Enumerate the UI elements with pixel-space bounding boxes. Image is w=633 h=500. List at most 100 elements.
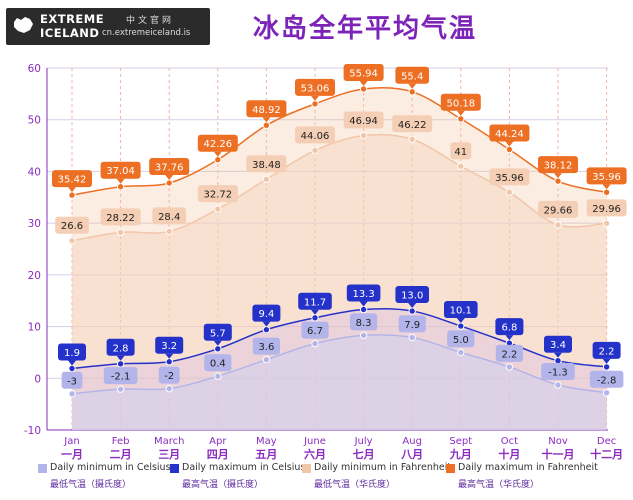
data-label-celsius-min-bg bbox=[301, 321, 329, 339]
legend-label: Daily minimum in Celsius bbox=[50, 462, 171, 473]
data-label-celsius-max-pointer bbox=[262, 321, 271, 327]
data-point bbox=[68, 390, 76, 398]
data-label-celsius-min: -2 bbox=[164, 371, 174, 382]
data-label-fahr-max-bg bbox=[197, 134, 238, 152]
data-label-fahr-max: 38.12 bbox=[544, 161, 573, 172]
data-label-fahr-max-pointer bbox=[456, 110, 465, 116]
data-label-fahr-min: 46.22 bbox=[398, 120, 427, 131]
x-tick-label-cn: 七月 bbox=[353, 447, 375, 461]
legend-label-cn: 最低气温（摄氏度） bbox=[50, 480, 132, 490]
data-label-celsius-min-bg bbox=[495, 344, 523, 362]
data-label-fahr-min: 29.66 bbox=[544, 205, 573, 216]
data-label-fahr-max: 44.24 bbox=[495, 129, 524, 140]
data-label-fahr-max-pointer bbox=[165, 175, 174, 181]
data-label-celsius-max-pointer bbox=[165, 353, 174, 359]
data-point bbox=[505, 145, 514, 154]
data-label-fahr-min: 32.72 bbox=[203, 190, 232, 201]
data-point bbox=[408, 307, 416, 315]
data-label-fahr-max-pointer bbox=[262, 117, 271, 123]
data-point bbox=[408, 333, 416, 342]
data-label-celsius-min: 7.9 bbox=[404, 320, 420, 331]
data-label-fahr-max: 48.92 bbox=[252, 105, 281, 116]
x-tick-label-cn: 十二月 bbox=[590, 447, 623, 461]
data-label-fahr-min-bg bbox=[450, 142, 472, 160]
data-label-fahr-max-bg bbox=[395, 66, 429, 84]
data-label-celsius-max-bg bbox=[495, 318, 524, 336]
y-tick-label: 0 bbox=[34, 373, 41, 385]
data-label-fahr-max-bg bbox=[440, 93, 481, 111]
legend-label-cn: 最低气温（华氏度） bbox=[314, 480, 396, 490]
y-tick-label: 10 bbox=[28, 322, 41, 334]
series-area bbox=[72, 334, 607, 430]
data-label-celsius-min: 6.7 bbox=[307, 326, 323, 337]
data-point bbox=[165, 358, 173, 366]
legend-swatch bbox=[38, 464, 47, 473]
data-label-celsius-max-bg bbox=[346, 284, 381, 302]
series-line bbox=[71, 133, 607, 242]
data-label-fahr-max: 35.42 bbox=[58, 175, 87, 186]
data-label-fahr-max-pointer bbox=[68, 187, 76, 193]
data-point bbox=[359, 85, 368, 93]
data-label-celsius-max: 3.4 bbox=[550, 340, 566, 351]
data-label-fahr-min: 41 bbox=[454, 147, 467, 158]
data-label-celsius-max: 5.7 bbox=[210, 328, 226, 339]
data-label-fahr-min: 44.06 bbox=[301, 131, 330, 142]
data-label-fahr-max: 50.18 bbox=[446, 98, 475, 109]
x-tick-label: Oct bbox=[501, 436, 518, 447]
data-label-fahr-min-bg bbox=[100, 208, 141, 226]
data-point bbox=[116, 183, 125, 191]
x-tick-label-cn: 八月 bbox=[400, 448, 423, 461]
x-tick-label: Dec bbox=[597, 436, 616, 447]
data-label-fahr-max: 55.4 bbox=[401, 71, 423, 82]
data-point bbox=[457, 115, 465, 123]
data-label-celsius-min-bg bbox=[252, 337, 280, 355]
series-line bbox=[71, 334, 607, 395]
data-label-fahr-min-bg bbox=[538, 200, 578, 218]
series-line bbox=[71, 308, 607, 370]
data-label-celsius-min-bg bbox=[204, 354, 232, 372]
data-point bbox=[68, 237, 76, 245]
data-label-fahr-max-bg bbox=[343, 63, 384, 81]
data-label-fahr-min-bg bbox=[586, 199, 627, 217]
data-label-fahr-max-bg bbox=[52, 170, 92, 188]
y-tick-label: 60 bbox=[28, 63, 41, 75]
data-point bbox=[311, 314, 319, 322]
data-point bbox=[262, 325, 271, 334]
chart-title: 冰岛全年平均气温 bbox=[252, 14, 477, 44]
x-tick-label-cn: 六月 bbox=[304, 447, 326, 461]
data-point bbox=[554, 357, 562, 365]
data-label-celsius-min-bg bbox=[541, 363, 575, 381]
brand-cn-label: 中文官网 bbox=[126, 16, 175, 26]
y-tick-label: 40 bbox=[28, 166, 41, 178]
legend-label: Daily maximum in Celsius bbox=[182, 462, 306, 473]
data-label-celsius-max-bg bbox=[298, 292, 332, 310]
brand-line-1: EXTREME bbox=[40, 12, 105, 26]
data-label-celsius-min: -3 bbox=[67, 376, 77, 387]
legend-label-cn: 最高气温（摄氏度） bbox=[182, 480, 264, 490]
data-point bbox=[602, 188, 611, 197]
data-label-celsius-min: 8.3 bbox=[356, 318, 372, 329]
data-label-celsius-max-pointer bbox=[602, 358, 611, 364]
series-line bbox=[71, 86, 607, 196]
x-tick-label: Feb bbox=[112, 436, 130, 447]
data-label-fahr-max-bg bbox=[246, 100, 287, 118]
data-label-celsius-max-pointer bbox=[554, 352, 562, 358]
data-point bbox=[116, 228, 125, 237]
data-label-fahr-min: 35.96 bbox=[495, 173, 524, 184]
data-point bbox=[359, 131, 368, 140]
data-point bbox=[554, 221, 562, 229]
x-tick-label: Sept bbox=[449, 436, 472, 447]
x-tick-label-cn: 一月 bbox=[61, 448, 83, 461]
brand-line-2: ICELAND bbox=[40, 26, 100, 40]
data-point bbox=[408, 88, 416, 96]
data-label-fahr-max-pointer bbox=[311, 95, 319, 101]
brand-url: cn.extremeiceland.is bbox=[102, 28, 191, 38]
data-label-celsius-max-bg bbox=[106, 338, 135, 356]
x-tick-label-cn: 三月 bbox=[158, 448, 180, 461]
data-label-fahr-min-bg bbox=[295, 126, 335, 144]
x-tick-label-cn: 十一月 bbox=[542, 447, 575, 461]
data-point bbox=[214, 372, 222, 380]
data-label-celsius-max: 1.9 bbox=[64, 348, 80, 359]
legend-label: Daily minimum in Fahrenheit bbox=[314, 462, 452, 473]
